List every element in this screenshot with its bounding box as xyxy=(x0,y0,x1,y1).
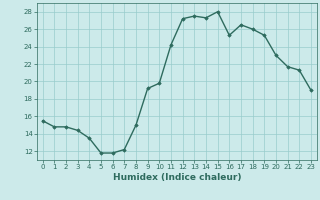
X-axis label: Humidex (Indice chaleur): Humidex (Indice chaleur) xyxy=(113,173,241,182)
